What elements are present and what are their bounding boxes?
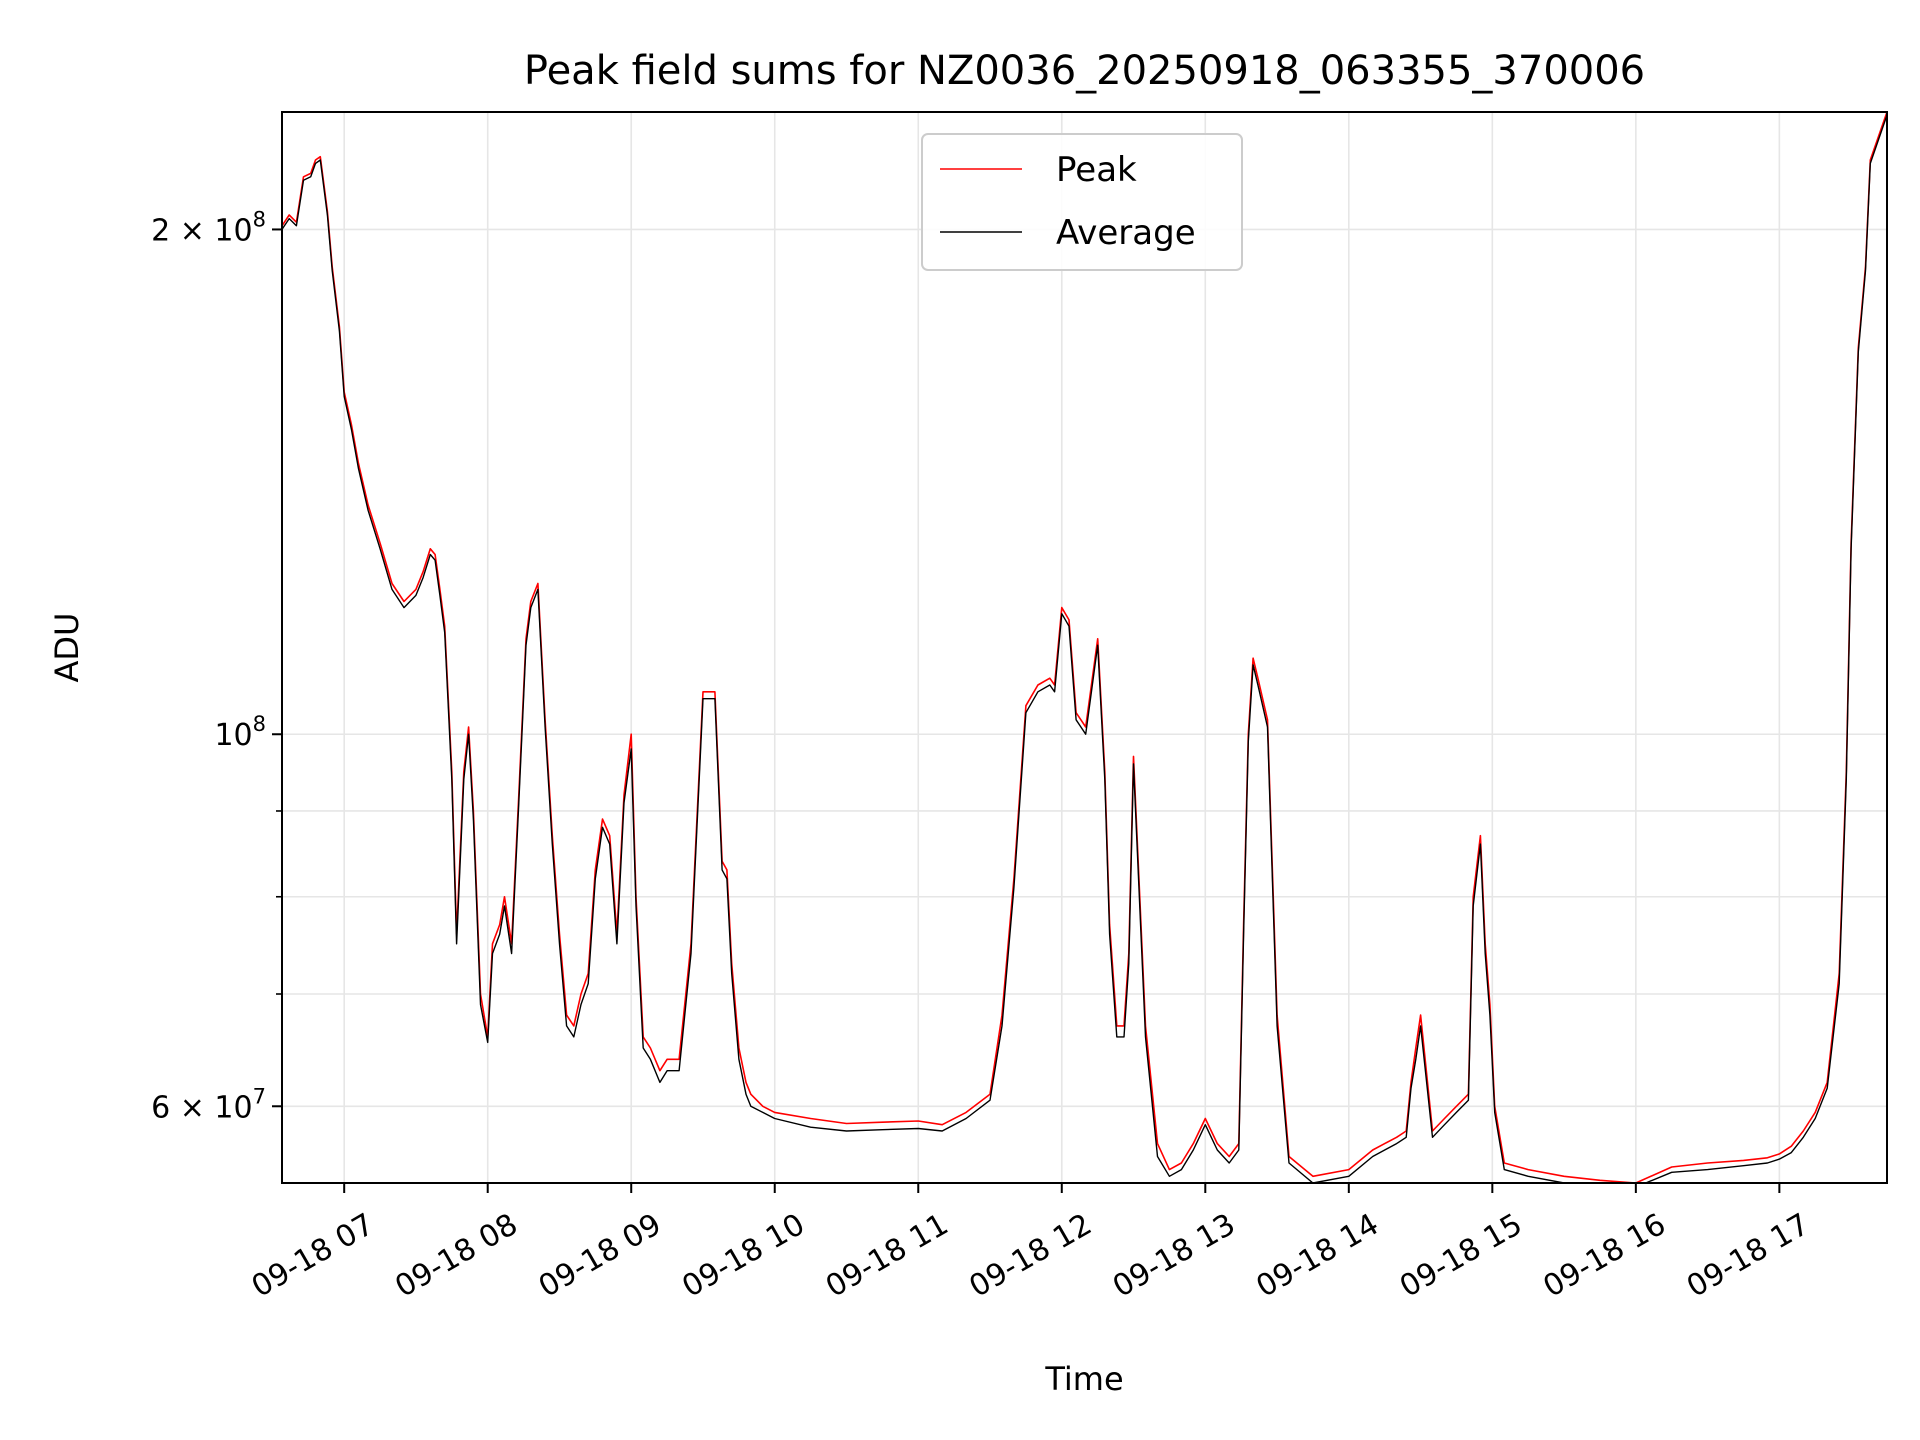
y-tick-label-base: 6 × 10 xyxy=(151,1090,252,1125)
series-lines xyxy=(282,112,1887,1183)
plot-frame xyxy=(281,111,1888,1184)
chart-title: Peak field sums for NZ0036_20250918_0633… xyxy=(524,48,1645,94)
y-axis-title: ADU xyxy=(48,613,86,683)
y-tick-label-exponent: 8 xyxy=(253,207,266,231)
legend-label-peak: Peak xyxy=(1056,150,1137,190)
y-tick-label-exponent: 8 xyxy=(253,712,266,736)
series-line-average xyxy=(282,114,1887,1183)
y-tick-label-base: 2 × 10 xyxy=(151,213,252,248)
y-tick-label: 108 xyxy=(214,712,266,753)
y-tick-label: 6 × 107 xyxy=(151,1084,266,1125)
x-axis-title: Time xyxy=(1044,1360,1123,1398)
y-tick-label: 2 × 108 xyxy=(151,207,266,248)
legend: Peak Average xyxy=(921,133,1243,271)
y-tick-label-exponent: 7 xyxy=(253,1084,266,1108)
legend-box xyxy=(921,133,1243,271)
legend-label-average: Average xyxy=(1056,213,1196,253)
y-tick-label-base: 10 xyxy=(214,718,252,753)
